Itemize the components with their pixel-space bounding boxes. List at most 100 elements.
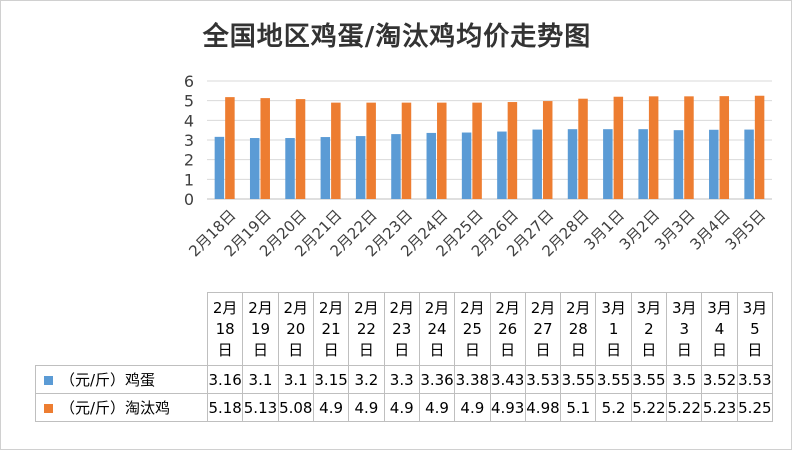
- legend-entry: （元/斤）淘汰鸡: [35, 393, 208, 422]
- bar-egg: [320, 137, 331, 199]
- bar-egg: [567, 129, 578, 199]
- data-table-date: 2月 27 日: [524, 292, 562, 366]
- data-table-cell: 4.9: [454, 393, 491, 422]
- data-table-cell: 3.16: [206, 365, 244, 394]
- data-table-cell: 5.25: [736, 393, 774, 422]
- data-table-cell: 4.9: [348, 393, 385, 422]
- bars: [214, 95, 765, 199]
- bar-cull-hen: [331, 102, 341, 199]
- bar-egg: [355, 136, 366, 199]
- legend-label: （元/斤）淘汰鸡: [60, 399, 171, 417]
- data-table-date: 2月 23 日: [383, 292, 420, 366]
- data-table-date: 2月 24 日: [418, 292, 456, 366]
- data-table-date: 3月 2 日: [630, 292, 668, 366]
- data-table-date: 3月 1 日: [595, 292, 632, 366]
- data-table-cell: 3.43: [489, 365, 526, 394]
- data-table-cell: 3.53: [524, 365, 562, 394]
- data-table-cell: 3.55: [560, 365, 597, 394]
- data-table-cell: 3.5: [666, 365, 703, 394]
- bar-egg: [497, 131, 507, 199]
- bar-cull-hen: [225, 97, 235, 199]
- data-table-cell: 3.36: [418, 365, 456, 394]
- data-table-cell: 3.15: [312, 365, 350, 394]
- bar-cull-hen: [684, 96, 694, 199]
- data-table-date: 2月 28 日: [560, 292, 597, 366]
- bar-cull-hen: [366, 102, 376, 199]
- data-table-date: 2月 26 日: [489, 292, 526, 366]
- data-table-row-egg: （元/斤）鸡蛋 3.16 3.1 3.1 3.15 3.2 3.3 3.36 3.38 3.43 3…: [35, 365, 774, 394]
- bar-egg: [285, 138, 295, 199]
- legend-label: （元/斤）鸡蛋: [60, 371, 156, 389]
- bar-egg: [532, 129, 542, 199]
- data-table-cell: 5.08: [277, 393, 314, 422]
- data-table-date: 2月 18 日: [206, 292, 244, 366]
- legend-entry: （元/斤）鸡蛋: [35, 365, 208, 394]
- bar-cull-hen: [472, 102, 482, 199]
- data-table-cell: 4.9: [418, 393, 456, 422]
- bar-egg: [461, 132, 472, 199]
- data-table-date: 2月 21 日: [312, 292, 350, 366]
- data-table-cell: 4.98: [524, 393, 562, 422]
- data-table-cell: 5.22: [630, 393, 668, 422]
- data-table-date: 3月 4 日: [701, 292, 738, 366]
- bar-cull-hen: [401, 102, 412, 199]
- data-table-header-row: 2月 18 日 2月 19 日 2月 20 日 2月 21 日 2月 22 日 2月 23 日 2月 24 日 2月 25 日…: [35, 292, 774, 366]
- data-table-cell: 3.53: [736, 365, 774, 394]
- y-tick-label: 5: [184, 92, 194, 111]
- data-table-cell: 4.9: [383, 393, 420, 422]
- bar-egg: [638, 129, 648, 199]
- bar-cull-hen: [295, 99, 306, 199]
- data-table-cell: 5.13: [242, 393, 279, 422]
- data-table-cell: 3.55: [595, 365, 632, 394]
- bar-egg: [744, 129, 754, 199]
- data-table-cell: 3.1: [242, 365, 279, 394]
- bar-egg: [426, 132, 437, 199]
- bar-egg: [214, 136, 225, 199]
- bar-cull-hen: [542, 101, 553, 199]
- y-tick-label: 6: [184, 72, 194, 91]
- data-table-cell: 3.1: [277, 365, 314, 394]
- bar-egg: [709, 129, 719, 199]
- data-table-corner: [35, 292, 208, 366]
- data-table-cell: 5.23: [701, 393, 738, 422]
- legend-swatch: [44, 404, 53, 413]
- data-table-row-cull-hen: （元/斤）淘汰鸡 5.18 5.13 5.08 4.9 4.9 4.9 4.9 4.9 4.93 4…: [35, 393, 774, 422]
- data-table: 2月 18 日 2月 19 日 2月 20 日 2月 21 日 2月 22 日 2月 23 日 2月 24 日 2月 25 日…: [35, 292, 774, 422]
- data-table-cell: 3.55: [630, 365, 668, 394]
- bar-cull-hen: [578, 98, 588, 199]
- y-tick-label: 3: [184, 131, 194, 150]
- x-tick-labels: 2月18日2月19日2月20日2月21日2月22日2月23日2月24日2月25日…: [185, 206, 769, 260]
- data-table-date: 2月 20 日: [277, 292, 314, 366]
- data-table-cell: 3.3: [383, 365, 420, 394]
- data-table-cell: 5.18: [206, 393, 244, 422]
- data-table-date: 3月 3 日: [666, 292, 703, 366]
- data-table-cell: 3.52: [701, 365, 738, 394]
- bar-cull-hen: [754, 95, 765, 199]
- data-table-cell: 3.38: [454, 365, 491, 394]
- bar-cull-hen: [437, 102, 447, 199]
- bar-cull-hen: [613, 96, 624, 199]
- data-table-cell: 4.93: [489, 393, 526, 422]
- bar-egg: [391, 134, 401, 199]
- legend-swatch: [44, 376, 53, 385]
- chart-title: 全国地区鸡蛋/淘汰鸡均价走势图: [202, 22, 592, 52]
- data-table-cell: 5.2: [595, 393, 632, 422]
- data-table-date: 2月 25 日: [454, 292, 491, 366]
- data-table-date: 3月 5 日: [736, 292, 774, 366]
- data-table-cell: 3.2: [348, 365, 385, 394]
- y-tick-label: 0: [184, 190, 194, 209]
- x-tick-label: 3月5日: [722, 206, 769, 253]
- bar-egg: [249, 138, 260, 199]
- data-table-cell: 5.22: [666, 393, 703, 422]
- data-table-date: 2月 22 日: [348, 292, 385, 366]
- y-tick-label: 4: [184, 111, 194, 130]
- data-table-date: 2月 19 日: [242, 292, 279, 366]
- bar-egg: [603, 129, 613, 199]
- data-table-cell: 4.9: [312, 393, 350, 422]
- bar-egg: [673, 130, 684, 199]
- y-tick-label: 2: [184, 151, 194, 170]
- bar-cull-hen: [648, 96, 659, 199]
